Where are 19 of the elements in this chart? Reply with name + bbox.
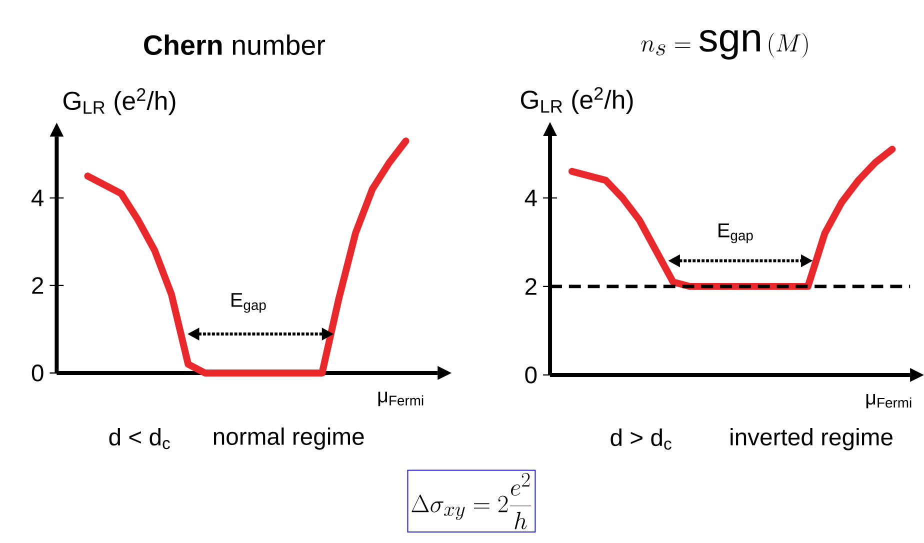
text: d < d$_{c}$: [109, 428, 170, 450]
y-tick-label: 2: [32, 277, 44, 294]
y-tick-label: 2: [525, 278, 536, 295]
text: d > d$_{c}$: [610, 428, 672, 450]
text: normal regime: [214, 427, 364, 450]
y-tick-label: 4: [524, 190, 537, 206]
text: $\Delta\sigma_{xy} = 2\frac{e^2}{h}$: [412, 472, 532, 530]
chart-title: $n_s = \mathrm{sgn}\,(M)$: [641, 30, 808, 60]
y-axis-title: G$_{LR}$ (e$^{2}$/h): [63, 88, 176, 116]
annotation: E$_{gap}$: [718, 223, 753, 244]
x-axis-title: μ$_{Fermi}$: [378, 392, 424, 406]
chart-title: Chern number: [144, 34, 326, 55]
y-axis-title: G$_{LR}$ (e$^{2}$/h): [520, 87, 633, 114]
x-axis-title: μ$_{Fermi}$: [866, 394, 912, 408]
annotation: E$_{gap}$: [232, 293, 266, 313]
y-tick-label: 4: [32, 190, 44, 206]
text: inverted regime: [730, 428, 892, 450]
y-tick-label: 0: [32, 364, 44, 382]
y-tick-label: 0: [525, 366, 537, 384]
